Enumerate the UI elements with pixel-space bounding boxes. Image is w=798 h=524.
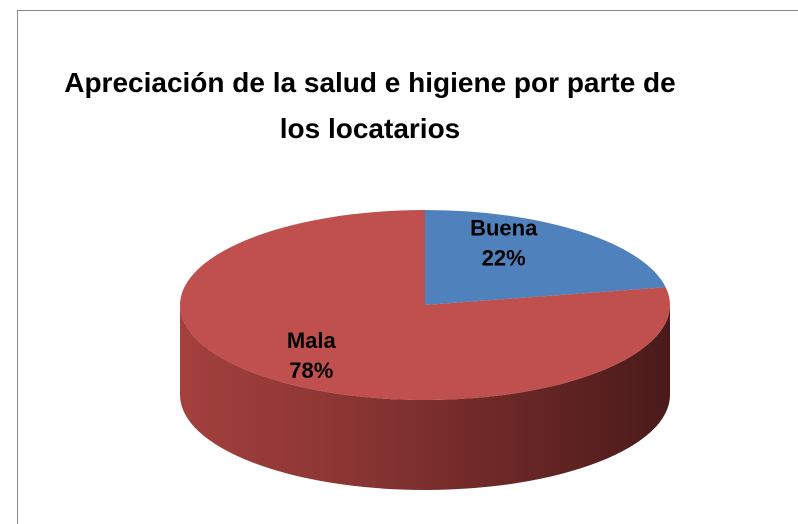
pie-slice — [425, 210, 666, 305]
pie-slice — [180, 210, 670, 400]
chart-frame — [17, 10, 798, 524]
data-label-value: 78% — [289, 358, 333, 383]
data-label-value: 22% — [482, 246, 526, 271]
data-label-category: Buena — [470, 216, 538, 241]
data-label-category: Mala — [287, 328, 337, 353]
chart-title: Apreciación de la salud e higiene por pa… — [64, 67, 676, 144]
pie-slice-side — [180, 305, 670, 490]
